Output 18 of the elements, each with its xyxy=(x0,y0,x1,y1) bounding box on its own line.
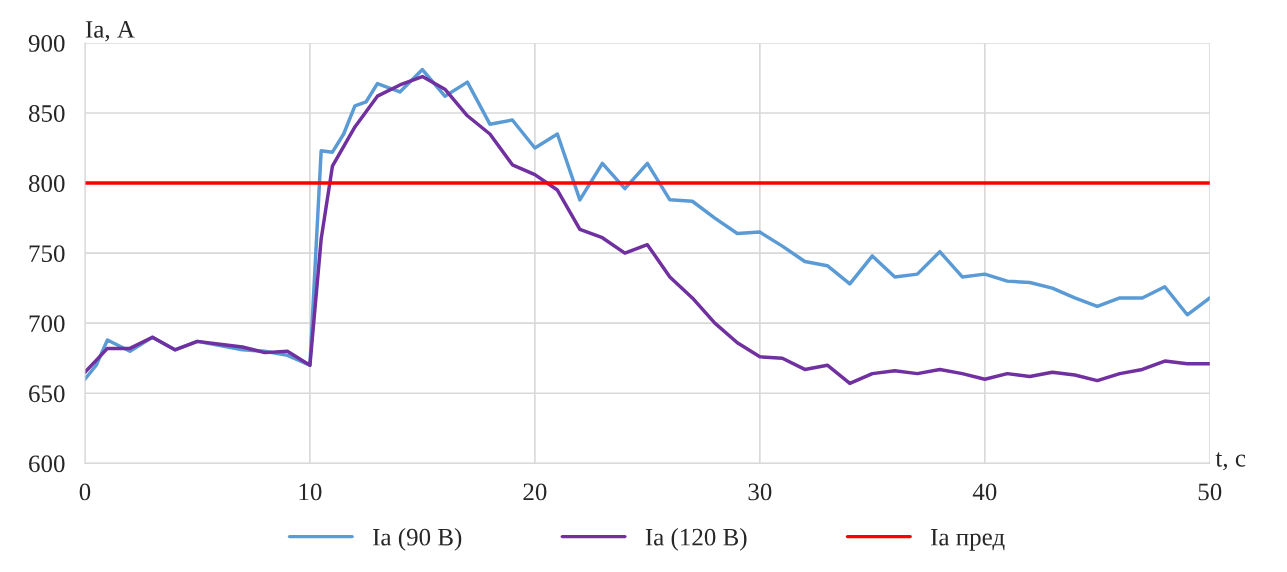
legend-label: Ia пред xyxy=(931,528,1005,551)
x-tick-label: 30 xyxy=(748,483,772,501)
x-axis-title: t, с xyxy=(1215,452,1246,471)
y-tick-label: 700 xyxy=(29,315,65,333)
x-tick-label: 10 xyxy=(299,483,322,501)
x-tick-label: 40 xyxy=(972,483,997,501)
y-tick-label: 900 xyxy=(28,34,65,52)
legend-label: Ia (120 В) xyxy=(645,528,747,551)
y-tick-label: 850 xyxy=(28,105,65,122)
x-tick-label: 20 xyxy=(523,483,547,501)
y-tick-label: 800 xyxy=(28,175,65,192)
y-axis-title: Ia, А xyxy=(85,21,135,42)
legend-label: Ia (90 В) xyxy=(373,528,462,551)
x-tick-label: 0 xyxy=(79,483,91,501)
x-tick-label: 50 xyxy=(1198,483,1222,501)
y-tick-label: 750 xyxy=(29,245,65,263)
y-tick-label: 600 xyxy=(29,455,65,473)
y-tick-label: 650 xyxy=(29,385,65,403)
